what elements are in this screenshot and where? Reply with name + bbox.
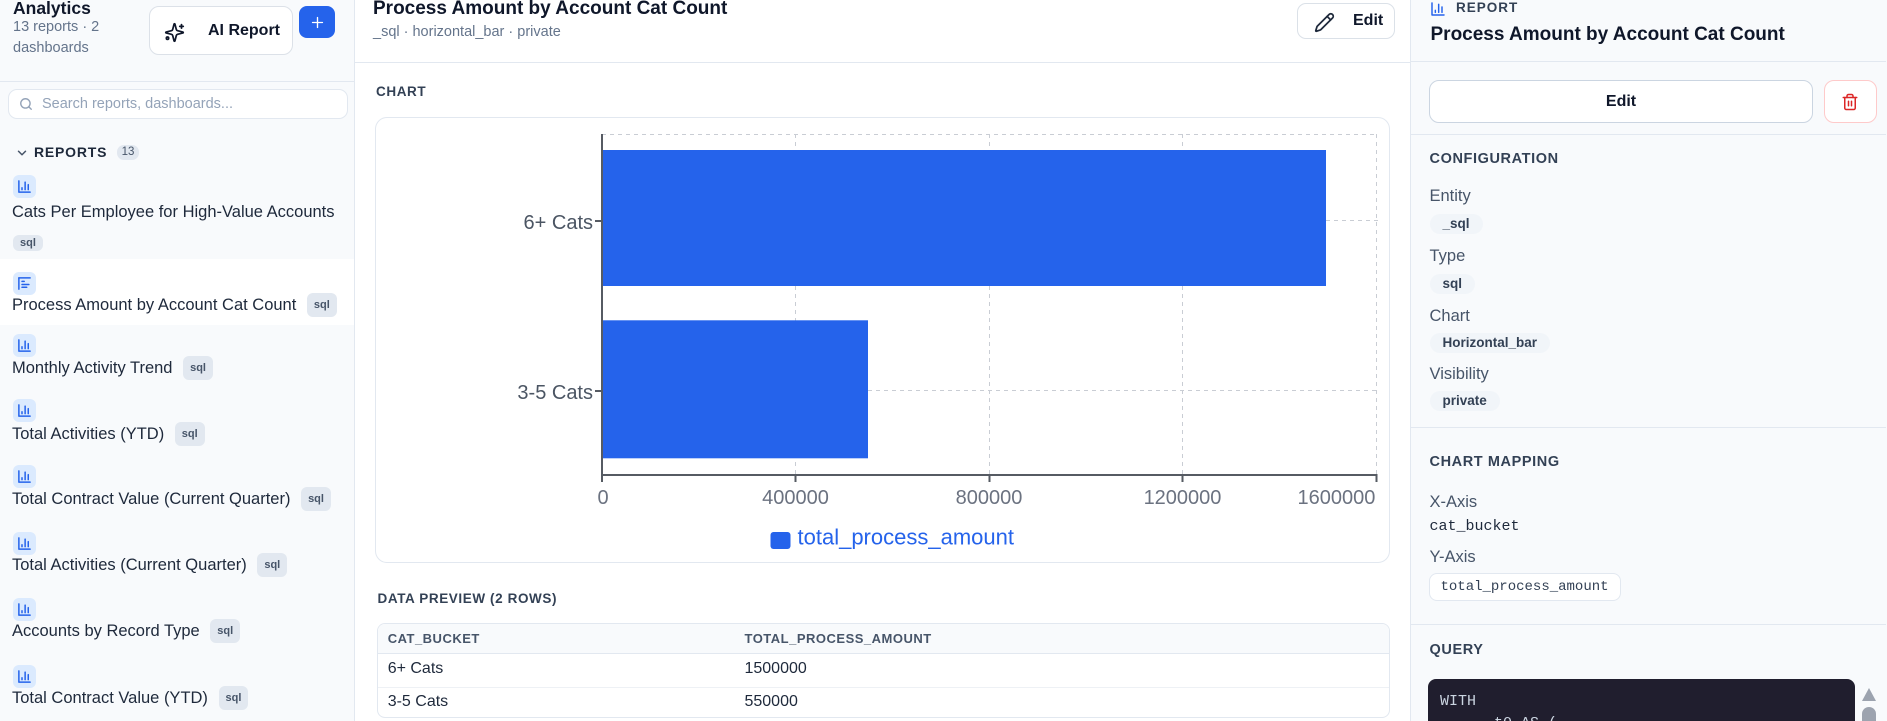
svg-text:3-5 Cats: 3-5 Cats xyxy=(517,382,593,404)
svg-text:6+ Cats: 6+ Cats xyxy=(524,212,593,234)
svg-text:0: 0 xyxy=(597,487,608,509)
svg-text:total_process_amount: total_process_amount xyxy=(798,525,1014,550)
svg-text:800000: 800000 xyxy=(956,487,1023,509)
svg-text:400000: 400000 xyxy=(762,487,829,509)
svg-text:1200000: 1200000 xyxy=(1144,487,1222,509)
svg-text:1600000: 1600000 xyxy=(1298,487,1376,509)
